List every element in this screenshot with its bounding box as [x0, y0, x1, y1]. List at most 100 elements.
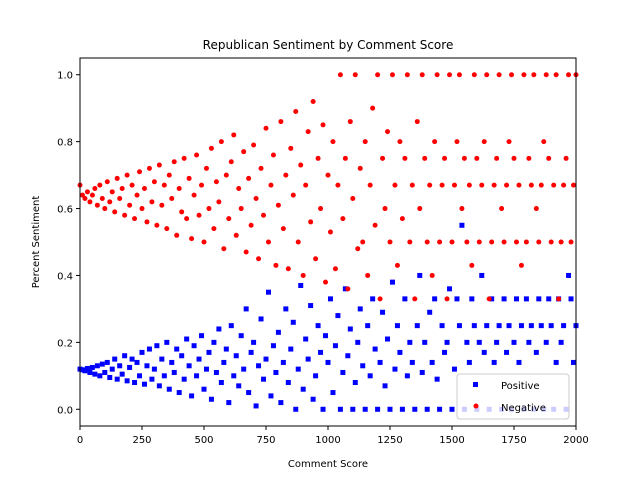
negative-point	[112, 209, 118, 215]
positive-point	[156, 383, 162, 389]
negative-point	[213, 179, 219, 185]
negative-point	[114, 175, 120, 181]
negative-point	[387, 239, 393, 245]
x-tick-label: 2000	[563, 435, 588, 446]
positive-point	[501, 296, 507, 302]
negative-point	[513, 239, 519, 245]
positive-point	[313, 373, 319, 379]
positive-point	[325, 359, 331, 365]
negative-point	[278, 119, 284, 125]
negative-point	[149, 199, 155, 205]
legend: Positive Negative	[456, 373, 570, 420]
positive-point	[516, 359, 522, 365]
positive-point	[526, 339, 532, 345]
negative-point	[151, 179, 157, 185]
positive-point	[305, 356, 311, 362]
positive-point	[179, 353, 185, 359]
positive-point	[203, 366, 209, 372]
negative-point	[305, 129, 311, 135]
y-axis-label: Percent Sentiment	[31, 196, 42, 289]
negative-point	[506, 139, 512, 145]
positive-point	[538, 323, 544, 329]
negative-point	[422, 155, 428, 161]
positive-point	[513, 296, 519, 302]
negative-point	[538, 182, 544, 188]
negative-point	[382, 206, 388, 212]
legend-positive-label: Positive	[501, 381, 540, 392]
negative-point	[226, 216, 232, 222]
negative-point	[385, 129, 391, 135]
negative-point	[342, 155, 348, 161]
negative-point	[196, 212, 202, 218]
positive-point	[518, 323, 524, 329]
positive-point	[248, 349, 254, 355]
positive-point	[345, 353, 351, 359]
positive-point	[278, 400, 284, 406]
negative-point	[270, 152, 276, 158]
positive-point	[320, 406, 326, 412]
positive-point	[571, 359, 577, 365]
negative-point	[372, 222, 378, 228]
negative-point	[166, 172, 172, 178]
positive-point	[246, 390, 252, 396]
positive-point	[268, 393, 274, 399]
negative-point	[504, 182, 510, 188]
negative-point	[161, 182, 167, 188]
positive-point	[389, 279, 395, 285]
positive-point	[112, 356, 118, 362]
positive-point	[223, 346, 229, 352]
negative-point	[171, 159, 177, 165]
positive-point	[141, 381, 147, 387]
positive-point	[315, 323, 321, 329]
positive-point	[553, 359, 559, 365]
positive-point	[439, 323, 445, 329]
negative-point	[268, 182, 274, 188]
positive-point	[119, 371, 125, 377]
negative-point	[360, 239, 366, 245]
negative-point	[335, 182, 341, 188]
negative-point	[206, 206, 212, 212]
negative-point	[394, 262, 400, 268]
negative-point	[407, 239, 413, 245]
negative-point	[313, 256, 319, 262]
positive-point	[451, 366, 457, 372]
negative-point	[107, 199, 113, 205]
negative-point	[330, 139, 336, 145]
positive-point	[506, 323, 512, 329]
negative-point	[89, 192, 95, 198]
negative-point	[563, 155, 569, 161]
positive-point	[437, 406, 443, 412]
negative-point	[109, 189, 115, 195]
legend-box	[456, 373, 570, 420]
positive-point	[208, 396, 214, 402]
positive-point	[127, 364, 133, 370]
positive-point	[469, 296, 475, 302]
positive-point	[221, 359, 227, 365]
positive-point	[134, 359, 140, 365]
x-tick-label: 1000	[315, 435, 340, 446]
negative-point	[511, 155, 517, 161]
negative-point	[122, 212, 128, 218]
negative-point	[191, 192, 197, 198]
positive-point	[546, 296, 552, 302]
negative-point	[238, 206, 244, 212]
negative-point	[439, 182, 445, 188]
positive-point	[422, 339, 428, 345]
negative-point	[449, 239, 455, 245]
positive-point	[402, 296, 408, 302]
negative-point	[399, 216, 405, 222]
negative-point	[251, 142, 257, 148]
negative-point	[315, 155, 321, 161]
positive-point	[191, 343, 197, 349]
negative-point	[273, 262, 279, 268]
positive-point	[124, 378, 130, 384]
positive-point	[424, 406, 430, 412]
negative-point	[92, 185, 98, 191]
negative-point	[320, 122, 326, 128]
positive-point	[417, 272, 423, 278]
negative-point	[365, 272, 371, 278]
x-axis-label: Comment Score	[288, 459, 368, 470]
x-tick-label: 250	[132, 435, 151, 446]
negative-point	[370, 105, 376, 111]
negative-point	[518, 262, 524, 268]
